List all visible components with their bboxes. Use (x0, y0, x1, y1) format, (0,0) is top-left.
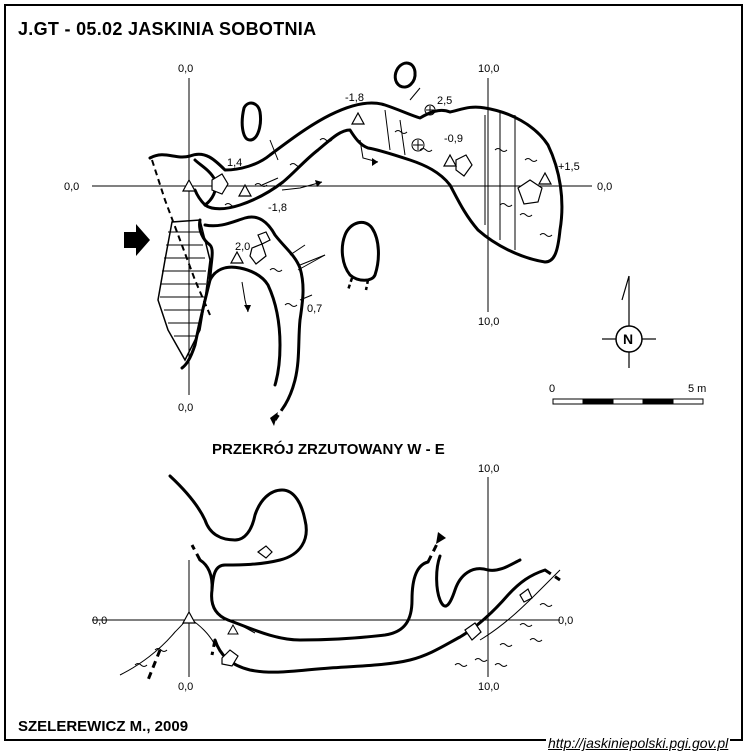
height-label-8: 0,7 (307, 303, 322, 315)
height-label-6: +1,5 (558, 161, 580, 173)
station-1 (181, 178, 197, 192)
plan-grid-label-bottom-left: 0,0 (178, 402, 193, 414)
chamber-small-2 (393, 61, 417, 89)
section-boulders (221, 545, 533, 667)
plan-grid-label-right: 0,0 (597, 181, 612, 193)
station-5 (537, 171, 553, 185)
section-grid-label-left: 0,0 (92, 615, 107, 627)
section-grid-label-bottom-left: 0,0 (178, 681, 193, 693)
author-credit: SZELEREWICZ M., 2009 (18, 718, 189, 735)
section-station-2 (227, 623, 239, 635)
map-title: J.GT - 05.02 JASKINIA SOBOTNIA (18, 19, 317, 39)
source-link[interactable]: http://jaskiniepolski.pgi.gov.pl (546, 735, 731, 751)
chamber-isolated-gap (346, 277, 370, 291)
scale-bar (552, 398, 704, 405)
lower-passage-arrow (270, 412, 278, 426)
section-arrow (436, 532, 446, 544)
station-3 (350, 111, 366, 125)
height-label-7: 2,0 (235, 241, 250, 253)
scale-end-label: 5 m (688, 383, 706, 395)
entrance-arrow (124, 224, 150, 256)
lower-passage-continuation (273, 404, 287, 421)
section-grid (92, 477, 560, 677)
cave-section-outline (168, 474, 547, 674)
station-2 (237, 183, 253, 197)
chamber-isolated (340, 220, 380, 282)
plan-grid-label-top-left: 0,0 (178, 63, 193, 75)
height-label-5: -0,9 (444, 133, 463, 145)
chamber-small-1 (240, 101, 262, 142)
boulders (211, 154, 543, 265)
station-6 (229, 250, 245, 264)
map-frame (4, 4, 743, 741)
scale-start-label: 0 (549, 383, 555, 395)
height-label-4: 2,5 (437, 95, 452, 107)
height-label-3: -1,8 (345, 92, 364, 104)
height-label-2: -1,8 (268, 202, 287, 214)
north-label: N (623, 331, 633, 347)
cross-section-markers (241, 87, 421, 313)
dripline (151, 159, 211, 316)
section-grid-label-bottom-right: 10,0 (478, 681, 499, 693)
section-sediment-symbols (134, 603, 553, 667)
section-grid-label-top-right: 10,0 (478, 463, 499, 475)
cave-plan-outline (148, 101, 564, 407)
survey-stations (181, 111, 553, 264)
height-label-1: 1,4 (227, 157, 242, 169)
plan-grid (92, 78, 592, 395)
section-station (181, 610, 197, 624)
pit-symbols (411, 104, 436, 152)
section-dashed-continuations (146, 537, 561, 681)
section-grid-label-right: 0,0 (558, 615, 573, 627)
plan-grid-label-bottom-right: 10,0 (478, 316, 499, 328)
entrance-rock-hatching (157, 219, 211, 362)
plan-grid-label-top-right: 10,0 (478, 63, 499, 75)
section-title: PRZEKRÓJ ZRZUTOWANY W - E (212, 441, 445, 458)
right-chamber-hatching (261, 109, 516, 301)
sediment-symbols (224, 130, 553, 307)
station-4 (442, 153, 458, 167)
plan-grid-label-left: 0,0 (64, 181, 79, 193)
north-arrow (602, 275, 656, 368)
